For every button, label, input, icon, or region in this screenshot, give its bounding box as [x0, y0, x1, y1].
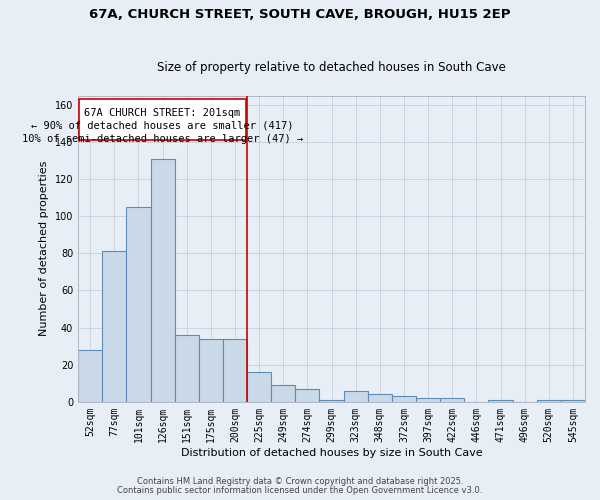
- Text: Contains public sector information licensed under the Open Government Licence v3: Contains public sector information licen…: [118, 486, 482, 495]
- Bar: [78, 350, 102, 402]
- Bar: [247, 372, 271, 402]
- Bar: [151, 158, 175, 402]
- Bar: [295, 389, 319, 402]
- Bar: [561, 400, 585, 402]
- Text: 67A CHURCH STREET: 201sqm: 67A CHURCH STREET: 201sqm: [85, 108, 241, 118]
- Text: 10% of semi-detached houses are larger (47) →: 10% of semi-detached houses are larger (…: [22, 134, 303, 143]
- Bar: [271, 385, 295, 402]
- Text: Contains HM Land Registry data © Crown copyright and database right 2025.: Contains HM Land Registry data © Crown c…: [137, 477, 463, 486]
- Bar: [79, 99, 246, 140]
- Y-axis label: Number of detached properties: Number of detached properties: [39, 161, 49, 336]
- Bar: [488, 400, 512, 402]
- Title: Size of property relative to detached houses in South Cave: Size of property relative to detached ho…: [157, 60, 506, 74]
- Text: 67A, CHURCH STREET, SOUTH CAVE, BROUGH, HU15 2EP: 67A, CHURCH STREET, SOUTH CAVE, BROUGH, …: [89, 8, 511, 20]
- Bar: [344, 390, 368, 402]
- Bar: [537, 400, 561, 402]
- Bar: [368, 394, 392, 402]
- Bar: [319, 400, 344, 402]
- X-axis label: Distribution of detached houses by size in South Cave: Distribution of detached houses by size …: [181, 448, 482, 458]
- Bar: [127, 207, 151, 402]
- Bar: [440, 398, 464, 402]
- Bar: [102, 252, 127, 402]
- Bar: [199, 338, 223, 402]
- Bar: [223, 338, 247, 402]
- Text: ← 90% of detached houses are smaller (417): ← 90% of detached houses are smaller (41…: [31, 120, 294, 130]
- Bar: [416, 398, 440, 402]
- Bar: [175, 335, 199, 402]
- Bar: [392, 396, 416, 402]
